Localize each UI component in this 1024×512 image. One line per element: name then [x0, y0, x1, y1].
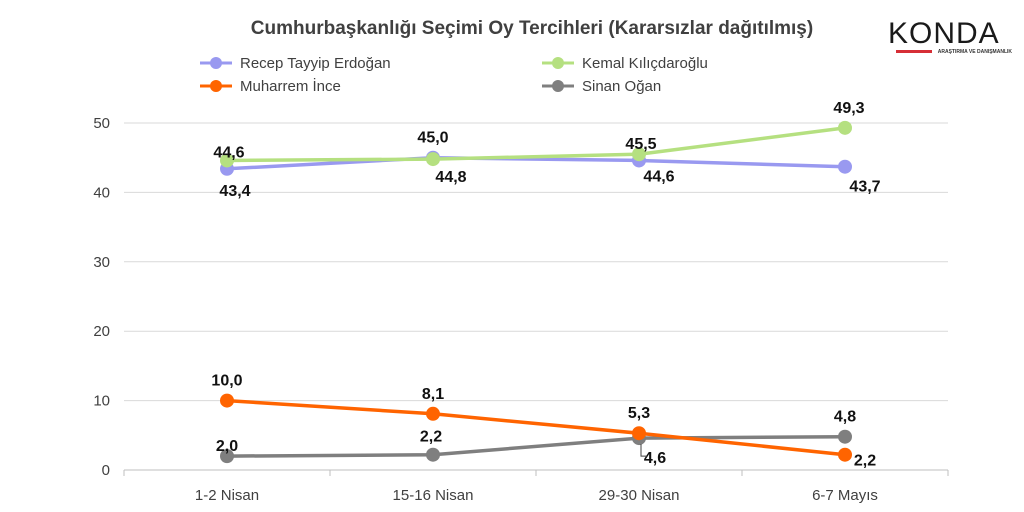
- legend-swatch-marker: [210, 80, 222, 92]
- y-tick-label: 0: [102, 462, 110, 479]
- y-tick-label: 50: [93, 115, 110, 132]
- data-label: 49,3: [833, 100, 864, 117]
- data-label: 44,6: [643, 168, 674, 185]
- data-label: 5,3: [628, 405, 650, 422]
- data-label: 10,0: [211, 373, 242, 390]
- data-point: [426, 152, 440, 167]
- data-label: 45,5: [625, 136, 656, 153]
- data-point: [632, 426, 646, 441]
- data-point: [426, 406, 440, 421]
- data-point: [220, 153, 234, 168]
- x-tick-label: 15-16 Nisan: [393, 487, 474, 504]
- data-point: [220, 449, 234, 464]
- data-label: 2,0: [216, 438, 238, 455]
- data-point: [838, 447, 852, 462]
- konda-logo: KONDA ARAŞTIRMA VE DANIŞMANLIK: [888, 17, 1012, 55]
- data-label: 43,4: [219, 183, 250, 200]
- y-tick-label: 30: [93, 254, 110, 271]
- x-tick-label: 1-2 Nisan: [195, 487, 259, 504]
- legend-label: Kemal Kılıçdaroğlu: [582, 55, 708, 72]
- legend-swatch-marker: [210, 57, 222, 69]
- data-point: [632, 147, 646, 162]
- series-line: [226, 398, 846, 457]
- x-tick-label: 29-30 Nisan: [599, 487, 680, 504]
- data-point: [220, 393, 234, 408]
- series-line: [226, 126, 846, 163]
- legend-label: Sinan Oğan: [582, 78, 661, 95]
- data-label: 4,8: [834, 409, 856, 426]
- data-label: 4,6: [644, 450, 666, 467]
- data-point: [426, 447, 440, 462]
- legend-swatch-marker: [552, 80, 564, 92]
- y-tick-label: 20: [93, 323, 110, 340]
- series-line: [226, 155, 846, 171]
- y-tick-label: 40: [93, 184, 110, 201]
- y-tick-label: 10: [93, 393, 110, 410]
- logo-subtitle: ARAŞTIRMA VE DANIŞMANLIK: [938, 49, 1013, 55]
- data-point: [838, 159, 852, 174]
- legend-swatch-marker: [552, 57, 564, 69]
- data-label: 2,2: [854, 453, 876, 470]
- legend-label: Muharrem İnce: [240, 77, 341, 95]
- series-layer: [220, 120, 852, 464]
- data-label: 8,1: [422, 386, 444, 403]
- data-point: [838, 120, 852, 135]
- data-label: 2,2: [420, 429, 442, 446]
- data-labels: 43,4 45,0 44,6 43,7 44,6 44,8 45,5 49,3 10,0 8,1 5…: [211, 100, 880, 470]
- data-label: 44,6: [213, 144, 244, 161]
- label-leader-line: [640, 444, 647, 457]
- logo-accent-bar: [896, 50, 932, 53]
- data-label: 43,7: [849, 179, 880, 196]
- series-line: [226, 434, 846, 458]
- data-label: 44,8: [435, 169, 466, 186]
- axes: 1-2 Nisan 15-16 Nisan 29-30 Nisan 6-7 Mayıs: [123, 469, 949, 504]
- data-label: 45,0: [417, 130, 448, 147]
- logo-text: KONDA: [888, 17, 1000, 50]
- legend: Recep Tayyip Erdoğan Kemal Kılıçdaroğlu Mu…: [200, 55, 708, 95]
- x-tick-label: 6-7 Mayıs: [812, 487, 878, 504]
- legend-label: Recep Tayyip Erdoğan: [240, 55, 391, 72]
- data-point: [838, 429, 852, 444]
- chart-title: Cumhurbaşkanlığı Seçimi Oy Tercihleri (K…: [251, 18, 813, 39]
